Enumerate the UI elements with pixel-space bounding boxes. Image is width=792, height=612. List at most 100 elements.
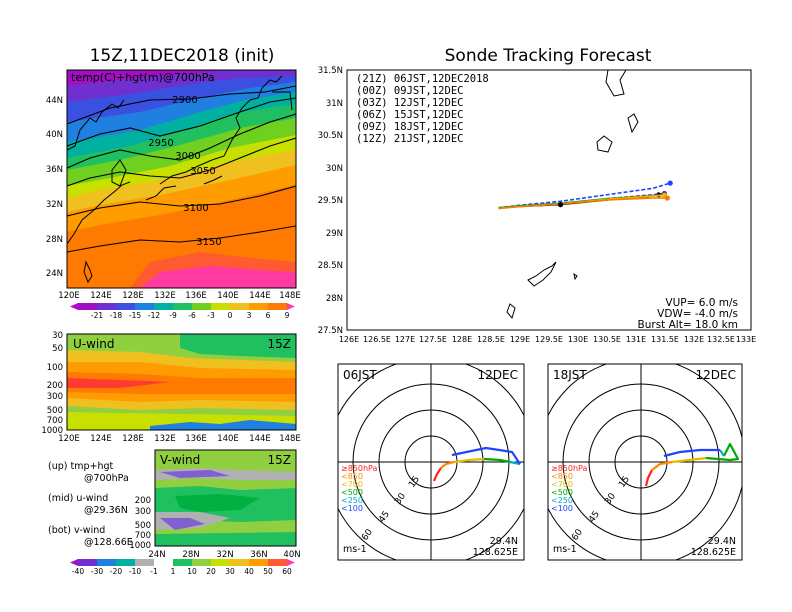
svg-text:-15: -15 <box>129 311 141 320</box>
vwind-title: V-wind <box>160 453 200 467</box>
uwind-title: U-wind <box>73 337 114 351</box>
svg-text:128E: 128E <box>122 434 144 444</box>
svg-text:300: 300 <box>135 507 151 517</box>
svg-text:≥850hPa: ≥850hPa <box>341 464 378 473</box>
track-legend-3: (06Z) 15JST,12DEC <box>356 109 463 121</box>
svg-text:20: 20 <box>206 567 216 576</box>
svg-text:28N: 28N <box>326 294 343 304</box>
svg-text:-1: -1 <box>150 567 158 576</box>
svg-text:44N: 44N <box>46 96 63 106</box>
svg-text:148E: 148E <box>279 434 301 444</box>
svg-text:3: 3 <box>247 311 252 320</box>
svg-text:50: 50 <box>263 567 273 576</box>
track-params: VUP= 6.0 m/s VDW= -4.0 m/s Burst Alt= 18… <box>638 297 738 331</box>
svg-text:300: 300 <box>47 392 63 402</box>
coastlines <box>67 75 293 284</box>
svg-text:131E: 131E <box>626 335 646 344</box>
track-lon-ticks: 126E 126.5E 127E 127.5E 128E 128.5E 129E… <box>339 335 756 344</box>
track-legend-1: (00Z) 09JST,12DEC <box>356 85 463 97</box>
svg-text:<100: <100 <box>551 504 573 513</box>
track-legend-4: (09Z) 18JST,12DEC <box>356 121 463 133</box>
map-lat-ticks: 44N 40N 36N 32N 28N 24N <box>46 96 63 279</box>
svg-text:500: 500 <box>47 406 63 416</box>
svg-text:31.5N: 31.5N <box>318 66 343 76</box>
svg-text:6: 6 <box>266 311 271 320</box>
hodo-left-unit: ms-1 <box>343 544 367 555</box>
svg-text:120E: 120E <box>58 434 80 444</box>
svg-text:36N: 36N <box>46 165 63 175</box>
map-field-label: temp(C)+hgt(m)@700hPa <box>71 71 215 84</box>
hodo-right-legend: ≥850hPa <850 <700 <500 <250 <100 <box>551 464 588 513</box>
svg-text:130.5E: 130.5E <box>593 335 621 344</box>
svg-text:@128.66E: @128.66E <box>84 537 133 548</box>
track-end-point-5 <box>664 195 670 201</box>
hodo-right-lat: 29.4N <box>708 536 736 547</box>
burst-label: Burst Alt= 18.0 km <box>638 319 738 331</box>
hodo-right-time: 18JST <box>553 368 587 382</box>
svg-text:(bot) v-wind: (bot) v-wind <box>48 525 105 536</box>
svg-text:-12: -12 <box>148 311 160 320</box>
svg-text:30.5N: 30.5N <box>318 131 343 141</box>
svg-text:31N: 31N <box>326 99 343 109</box>
uwind-pressure-ticks: 30 50 100 200 300 500 700 1000 <box>41 331 63 436</box>
svg-text:1000: 1000 <box>41 426 63 436</box>
svg-text:127E: 127E <box>395 335 415 344</box>
map-title: 15Z,11DEC2018 (init) <box>90 46 275 66</box>
svg-text:3000: 3000 <box>175 151 200 162</box>
svg-text:-30: -30 <box>91 567 103 576</box>
svg-text:28N: 28N <box>182 550 199 560</box>
svg-text:40: 40 <box>244 567 254 576</box>
svg-text:-21: -21 <box>91 311 103 320</box>
svg-text:9: 9 <box>285 311 290 320</box>
svg-text:124E: 124E <box>90 291 112 301</box>
vwind-field <box>155 450 296 546</box>
svg-text:136E: 136E <box>185 434 207 444</box>
svg-text:30: 30 <box>52 331 63 341</box>
hodo-left-path <box>432 446 521 482</box>
svg-text:29N: 29N <box>326 229 343 239</box>
svg-text:120E: 120E <box>58 291 80 301</box>
hodo-right-lon: 128.625E <box>691 547 736 558</box>
svg-text:126E: 126E <box>339 335 359 344</box>
temperature-colorbar <box>70 303 295 310</box>
svg-text:28.5N: 28.5N <box>318 261 343 271</box>
svg-text:<700: <700 <box>551 480 573 489</box>
wind-colorbar <box>70 559 295 566</box>
panel-legend-text: (up) tmp+hgt @700hPa (mid) u-wind @29.36… <box>48 461 133 548</box>
svg-text:2900: 2900 <box>172 95 197 106</box>
svg-text:28N: 28N <box>46 235 63 245</box>
svg-text:<100: <100 <box>341 504 363 513</box>
temperature-colorbar-labels: -21 -18 -15 -12 -9 -6 -3 0 3 6 9 <box>91 311 290 320</box>
svg-text:131.5E: 131.5E <box>651 335 679 344</box>
map-lon-ticks: 120E 124E 128E 132E 136E 140E 144E 148E <box>58 291 301 301</box>
svg-text:<850: <850 <box>551 472 573 481</box>
track-series <box>498 180 673 210</box>
svg-text:10: 10 <box>187 567 197 576</box>
track-legend: (21Z) 06JST,12DEC2018 (00Z) 09JST,12DEC … <box>356 73 489 145</box>
svg-text:132E: 132E <box>684 335 704 344</box>
vup-label: VUP= 6.0 m/s <box>665 297 738 309</box>
svg-text:30N: 30N <box>326 164 343 174</box>
hodo-left-date: 12DEC <box>478 368 518 382</box>
uwind-frame <box>66 333 297 431</box>
svg-text:60: 60 <box>282 567 292 576</box>
track-mid-point <box>557 202 564 208</box>
hodo-left-lat: 29.4N <box>490 536 518 547</box>
svg-text:<250: <250 <box>551 496 573 505</box>
hodo-right-path <box>644 442 740 487</box>
svg-text:3050: 3050 <box>190 166 215 177</box>
svg-text:40N: 40N <box>283 550 300 560</box>
track-legend-0: (21Z) 06JST,12DEC2018 <box>356 73 489 85</box>
svg-text:133E: 133E <box>736 335 756 344</box>
svg-text:128.5E: 128.5E <box>477 335 505 344</box>
svg-text:<700: <700 <box>341 480 363 489</box>
svg-text:130E: 130E <box>568 335 588 344</box>
uwind-field <box>67 334 296 430</box>
svg-text:<250: <250 <box>341 496 363 505</box>
svg-text:128E: 128E <box>452 335 472 344</box>
hodo-left-legend: ≥850hPa <850 <700 <500 <250 <100 <box>341 464 378 513</box>
track-lat-ticks: 31.5N 31N 30.5N 30N 29.5N 29N 28.5N 28N … <box>318 66 343 336</box>
svg-text:3150: 3150 <box>196 237 221 248</box>
svg-text:140E: 140E <box>217 291 239 301</box>
